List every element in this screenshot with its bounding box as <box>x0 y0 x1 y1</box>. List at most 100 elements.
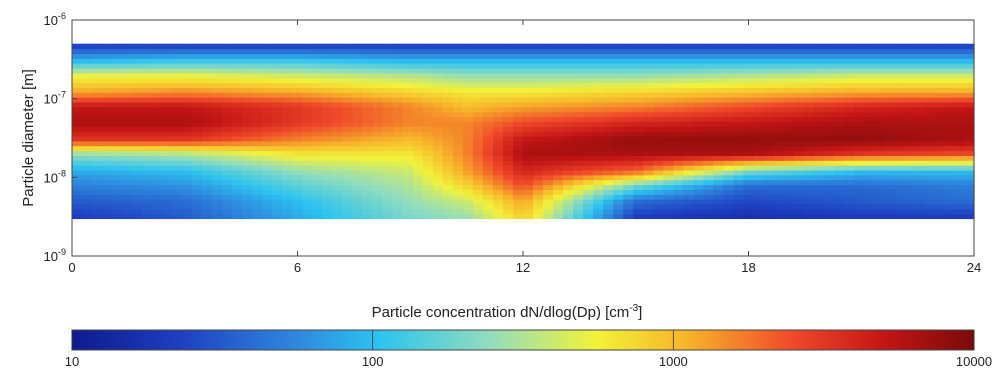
heatmap-cell <box>122 101 133 108</box>
heatmap-cell <box>603 189 614 195</box>
heatmap-cell <box>593 101 604 108</box>
heatmap-cell <box>452 184 464 190</box>
heatmap-cell <box>512 189 524 195</box>
heatmap-cell <box>923 150 935 156</box>
heatmap-cell <box>512 150 524 156</box>
heatmap-cell <box>302 189 314 195</box>
heatmap-cell <box>232 111 243 118</box>
heatmap-cell <box>873 67 885 74</box>
heatmap-cell <box>182 169 193 176</box>
heatmap-cell <box>342 179 354 186</box>
heatmap-cell <box>623 92 634 98</box>
heatmap-cell <box>152 101 163 108</box>
heatmap-cell <box>192 140 203 147</box>
heatmap-cell <box>523 208 534 215</box>
heatmap-cell <box>883 189 895 195</box>
heatmap-cell <box>663 63 674 69</box>
heatmap-cell <box>913 174 925 181</box>
heatmap-cell <box>172 189 183 195</box>
heatmap-cell <box>603 106 614 113</box>
heatmap-cell <box>192 131 203 137</box>
heatmap-cell <box>783 150 795 156</box>
heatmap-cell <box>92 58 103 64</box>
heatmap-cell <box>553 179 564 186</box>
heatmap-cell <box>573 213 584 220</box>
heatmap-cell <box>543 67 554 74</box>
heatmap-cell <box>663 116 674 122</box>
heatmap-cell <box>883 63 895 69</box>
heatmap-cell <box>262 140 274 147</box>
heatmap-cell <box>402 67 414 74</box>
heatmap-cell <box>462 126 474 132</box>
heatmap-cell <box>82 97 93 103</box>
heatmap-cell <box>943 82 955 88</box>
heatmap-cell <box>953 116 965 122</box>
heatmap-cell <box>903 116 915 122</box>
heatmap-cell <box>613 92 624 98</box>
heatmap-cell <box>773 58 785 64</box>
heatmap-cell <box>242 165 253 171</box>
heatmap-cell <box>813 111 825 118</box>
heatmap-cell <box>683 160 694 166</box>
heatmap-cell <box>843 169 855 176</box>
heatmap-cell <box>573 135 584 142</box>
heatmap-cell <box>843 58 855 64</box>
heatmap-cell <box>923 111 935 118</box>
heatmap-cell <box>963 116 975 122</box>
heatmap-cell <box>322 203 334 210</box>
heatmap-cell <box>482 194 494 200</box>
heatmap-cell <box>773 43 785 50</box>
heatmap-cell <box>432 194 444 200</box>
heatmap-cell <box>312 53 324 59</box>
heatmap-cell <box>763 101 775 108</box>
heatmap-cell <box>863 82 875 88</box>
heatmap-cell <box>322 189 334 195</box>
heatmap-cell <box>893 135 905 142</box>
heatmap-cell <box>733 92 745 98</box>
heatmap-cell <box>512 165 524 171</box>
heatmap-cell <box>863 121 875 127</box>
heatmap-cell <box>172 97 183 103</box>
heatmap-cell <box>262 77 274 84</box>
heatmap-cell <box>923 106 935 113</box>
heatmap-cell <box>623 101 634 108</box>
heatmap-cell <box>102 189 113 195</box>
heatmap-cell <box>382 126 394 132</box>
heatmap-cell <box>112 92 123 98</box>
heatmap-cell <box>823 169 835 176</box>
heatmap-cell <box>162 140 173 147</box>
heatmap-cell <box>533 77 544 84</box>
heatmap-cell <box>222 194 233 200</box>
heatmap-cell <box>222 131 233 137</box>
heatmap-cell <box>823 199 835 205</box>
heatmap-cell <box>543 165 554 171</box>
heatmap-cell <box>833 126 845 132</box>
heatmap-cell <box>392 194 404 200</box>
heatmap-cell <box>713 160 725 166</box>
heatmap-cell <box>142 43 153 50</box>
heatmap-cell <box>172 135 183 142</box>
heatmap-cell <box>412 58 424 64</box>
heatmap-cell <box>933 165 945 171</box>
heatmap-cell <box>713 121 725 127</box>
heatmap-cell <box>102 48 113 54</box>
heatmap-cell <box>232 194 243 200</box>
heatmap-cell <box>252 184 264 190</box>
heatmap-cell <box>873 92 885 98</box>
heatmap-cell <box>683 72 694 79</box>
heatmap-cell <box>833 53 845 59</box>
heatmap-cell <box>122 67 133 74</box>
heatmap-cell <box>613 165 624 171</box>
heatmap-cell <box>412 165 424 171</box>
heatmap-cell <box>583 43 594 50</box>
heatmap-cell <box>322 155 334 161</box>
heatmap-cell <box>442 82 454 88</box>
heatmap-cell <box>963 174 975 181</box>
heatmap-cell <box>563 77 574 84</box>
heatmap-cell <box>182 77 193 84</box>
heatmap-cell <box>903 97 915 103</box>
heatmap-cell <box>372 189 384 195</box>
heatmap-cell <box>292 189 304 195</box>
heatmap-cell <box>553 155 564 161</box>
